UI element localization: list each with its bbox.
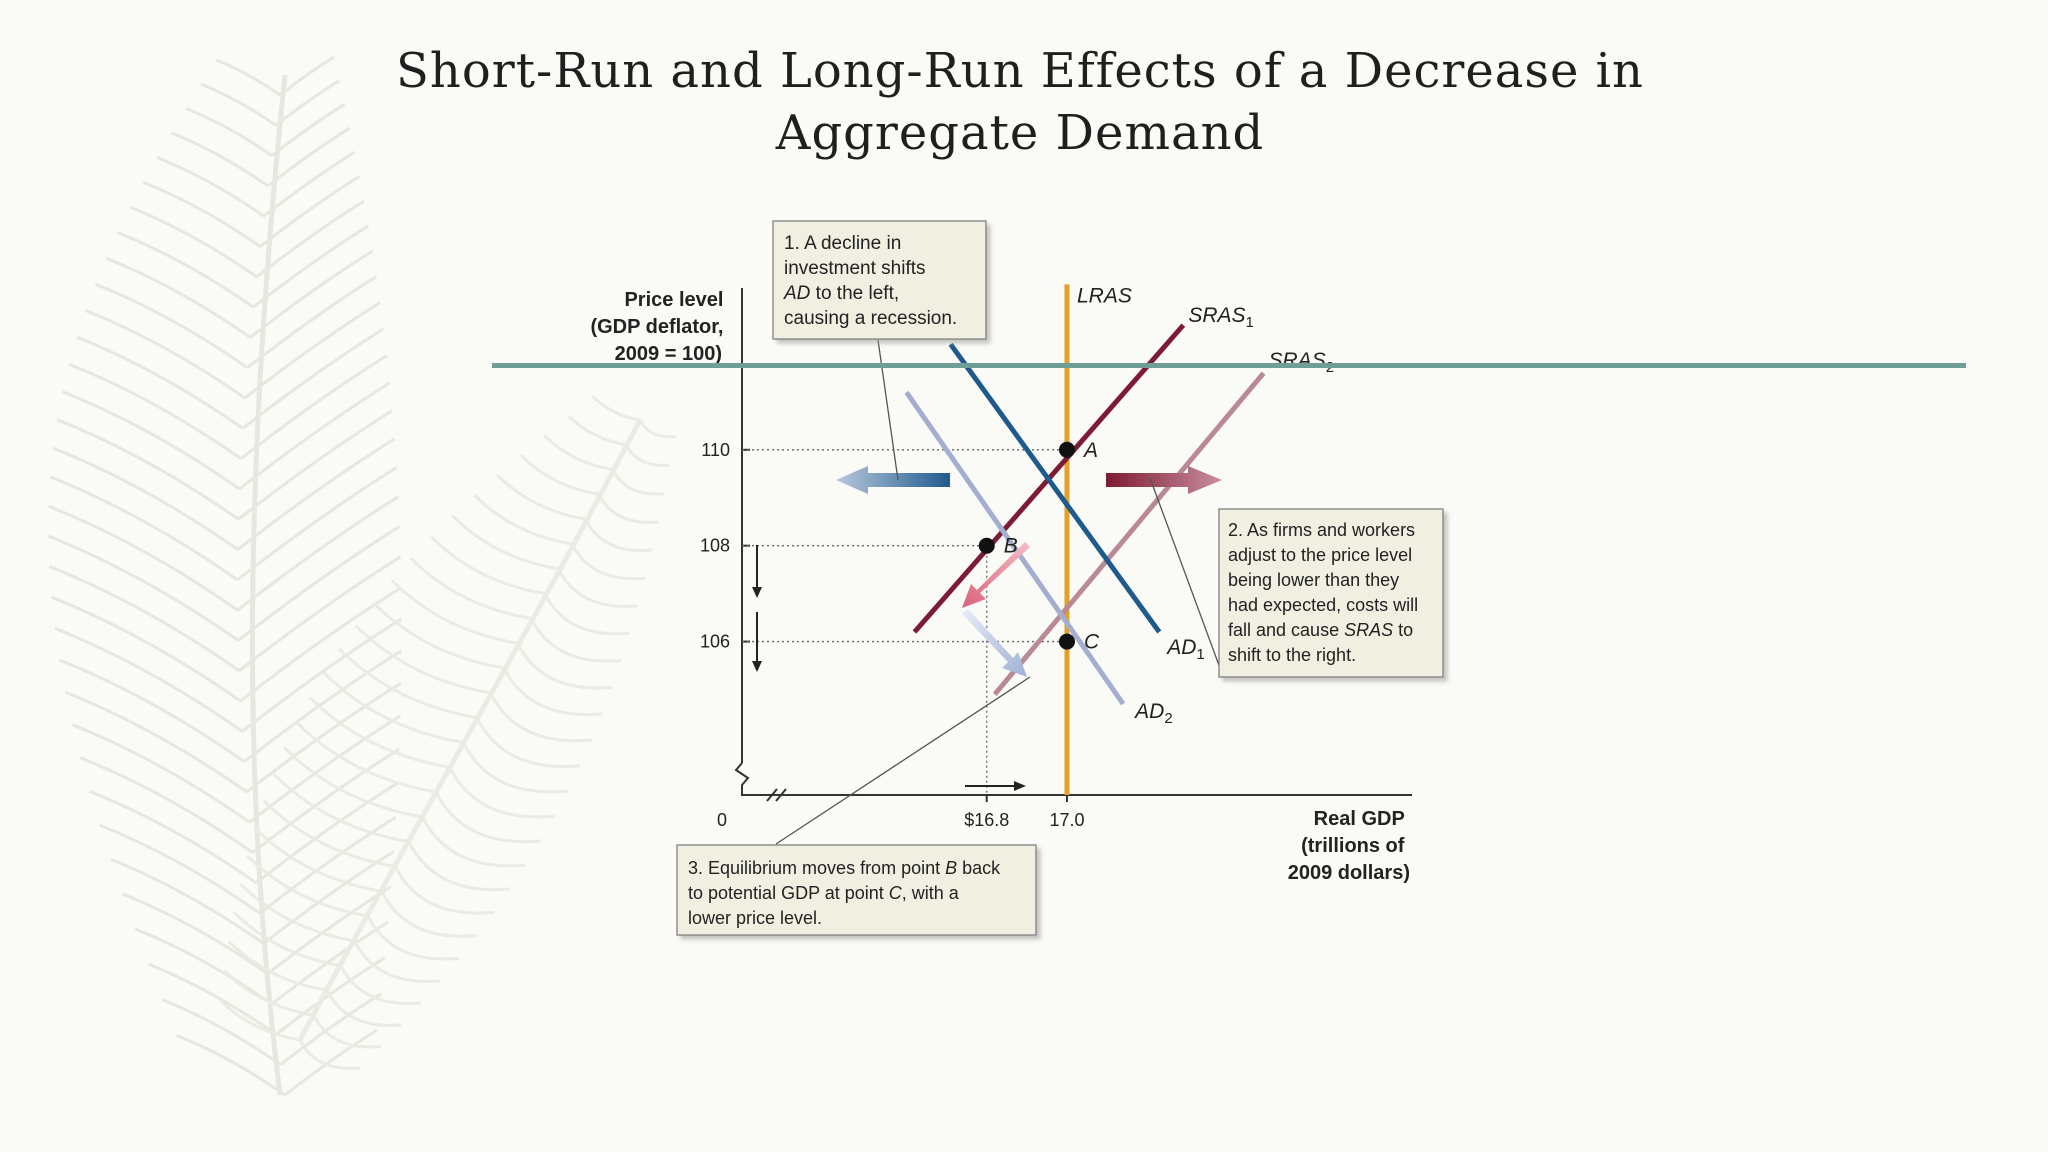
sras1-label: SRAS1 (1188, 304, 1254, 331)
gdp-return-arrow (965, 781, 1026, 791)
svg-text:3. Equilibrium moves from poin: 3. Equilibrium moves from point B back t… (688, 858, 1005, 928)
price-decline-arrows (752, 545, 762, 672)
y-tick-label: 110 (701, 440, 730, 460)
x-label-line-1: Real GDP (1314, 808, 1405, 830)
origin-label: 0 (717, 810, 727, 830)
leader-lines (775, 339, 1221, 845)
note3-line-2-italic: C (889, 883, 903, 903)
point-c-label: C (1084, 631, 1100, 654)
annotation-2: 2. As firms and workers adjust to the pr… (1218, 508, 1444, 678)
axis-break (734, 762, 787, 802)
b-to-c-movement-arrow (962, 609, 1027, 677)
note2-line-5-pre: fall and cause (1228, 620, 1344, 640)
note2-line-5-italic: SRAS (1344, 620, 1393, 640)
note2-line-6: shift to the right. (1228, 645, 1356, 665)
ad1-curve (948, 342, 1162, 634)
title-line-2: Aggregate Demand (775, 105, 1265, 161)
y-label-line-2: (GDP deflator, (590, 316, 723, 338)
x-tick-label: 17.0 (1049, 810, 1084, 830)
svg-text:1. A decline in invest: 1. A decline in investment shifts AD to … (783, 233, 957, 329)
y-tick-label: 106 (700, 632, 730, 652)
note3-line-2-pre: to potential GDP at point (688, 883, 889, 903)
note3-line-1-italic: B (945, 858, 957, 878)
note1-line-3-rest: to the left, (810, 283, 899, 304)
ad-shift-left-arrow (836, 466, 950, 494)
point-a-marker (1058, 441, 1075, 458)
y-tick-label: 108 (700, 536, 730, 556)
note2-line-5-post: to (1393, 620, 1413, 640)
accent-rule (492, 363, 1966, 368)
svg-text:2. As firms and workers: 2. As firms and workers adjust to the pr… (1228, 520, 1423, 665)
note1-line-3-italic: AD (783, 283, 811, 304)
x-label-line-3: 2009 dollars) (1288, 862, 1410, 884)
title-line-1: Short-Run and Long-Run Effects of a Decr… (396, 43, 1644, 99)
note1-line-4: causing a recession. (784, 308, 957, 329)
note2-line-3: being lower than they (1228, 570, 1399, 590)
feather-leaf-large (47, 55, 403, 1097)
x-label-line-2: (trillions of (1301, 835, 1405, 857)
annotation-1: 1. A decline in investment shifts AD to … (772, 220, 987, 340)
point-b-label: B (1004, 535, 1018, 558)
lras-label: LRAS (1077, 284, 1132, 307)
feather-leaf-small (219, 395, 676, 1070)
note3-line-1-pre: 3. Equilibrium moves from point (688, 858, 945, 878)
y-axis-label: Price level (GDP deflator, 2009 = 100) (590, 289, 729, 365)
note2-line-4: had expected, costs will (1228, 595, 1418, 615)
note1-line-2: investment shifts (784, 258, 926, 279)
y-label-line-1: Price level (624, 289, 723, 311)
note3-line-2-post: , with a (902, 883, 960, 903)
note2-line-1: 2. As firms and workers (1228, 520, 1415, 540)
annotation-3: 3. Equilibrium moves from point B back t… (676, 844, 1037, 936)
point-b-marker (978, 537, 995, 554)
x-tick-label: $16.8 (964, 810, 1009, 830)
sras2-curve (992, 371, 1266, 696)
point-c-marker (1058, 633, 1075, 650)
point-a-label: A (1082, 439, 1098, 462)
x-axis-label: Real GDP (trillions of 2009 dollars) (1288, 808, 1410, 884)
y-label-line-3: 2009 = 100) (615, 343, 722, 365)
ad2-label: AD2 (1133, 700, 1173, 727)
note1-line-1: 1. A decline in (784, 233, 901, 254)
note3-line-1-post: back (957, 858, 1001, 878)
ad2-curve (904, 390, 1126, 706)
a-to-b-movement-arrow (962, 542, 1030, 608)
sras-shift-right-arrow (1106, 466, 1222, 494)
note3-line-3: lower price level. (688, 908, 822, 928)
note2-line-2: adjust to the price level (1228, 545, 1412, 565)
page-title: Short-Run and Long-Run Effects of a Decr… (360, 40, 1680, 164)
ad1-label: AD1 (1165, 636, 1205, 663)
